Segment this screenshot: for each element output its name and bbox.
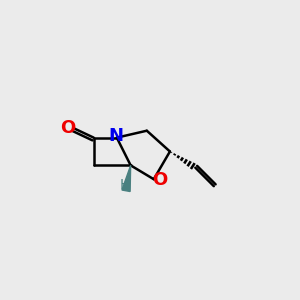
Text: O: O xyxy=(60,119,75,137)
Text: N: N xyxy=(108,127,123,145)
Polygon shape xyxy=(122,165,131,191)
Text: H: H xyxy=(120,178,130,192)
Text: O: O xyxy=(152,171,167,189)
